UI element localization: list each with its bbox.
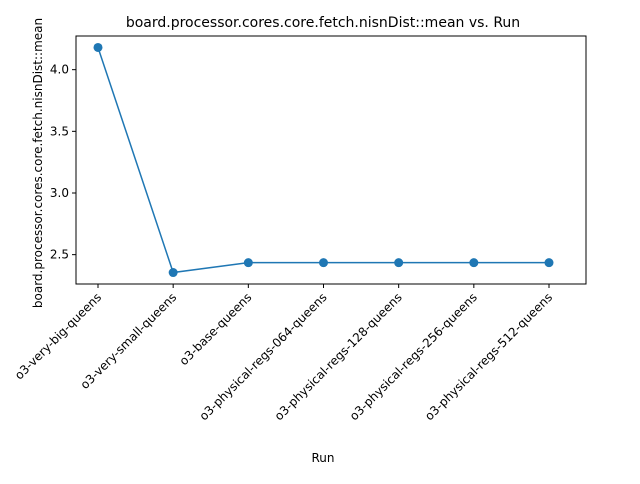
y-tick-label: 3.0 xyxy=(50,186,69,200)
x-axis-label: Run xyxy=(311,451,334,465)
y-axis-label: board.processor.cores.core.fetch.nisnDis… xyxy=(31,18,45,308)
data-point xyxy=(469,258,479,268)
data-point xyxy=(243,258,253,268)
axes-frame xyxy=(75,35,587,285)
chart-title: board.processor.cores.core.fetch.nisnDis… xyxy=(126,15,520,31)
data-point xyxy=(168,268,178,278)
y-tick-label: 2.5 xyxy=(50,248,69,262)
data-point xyxy=(544,258,554,268)
data-point xyxy=(319,258,328,268)
data-point xyxy=(93,42,103,52)
data-point xyxy=(394,258,404,268)
y-tick-label: 4.0 xyxy=(50,63,69,77)
y-tick-label: 3.5 xyxy=(50,124,69,138)
